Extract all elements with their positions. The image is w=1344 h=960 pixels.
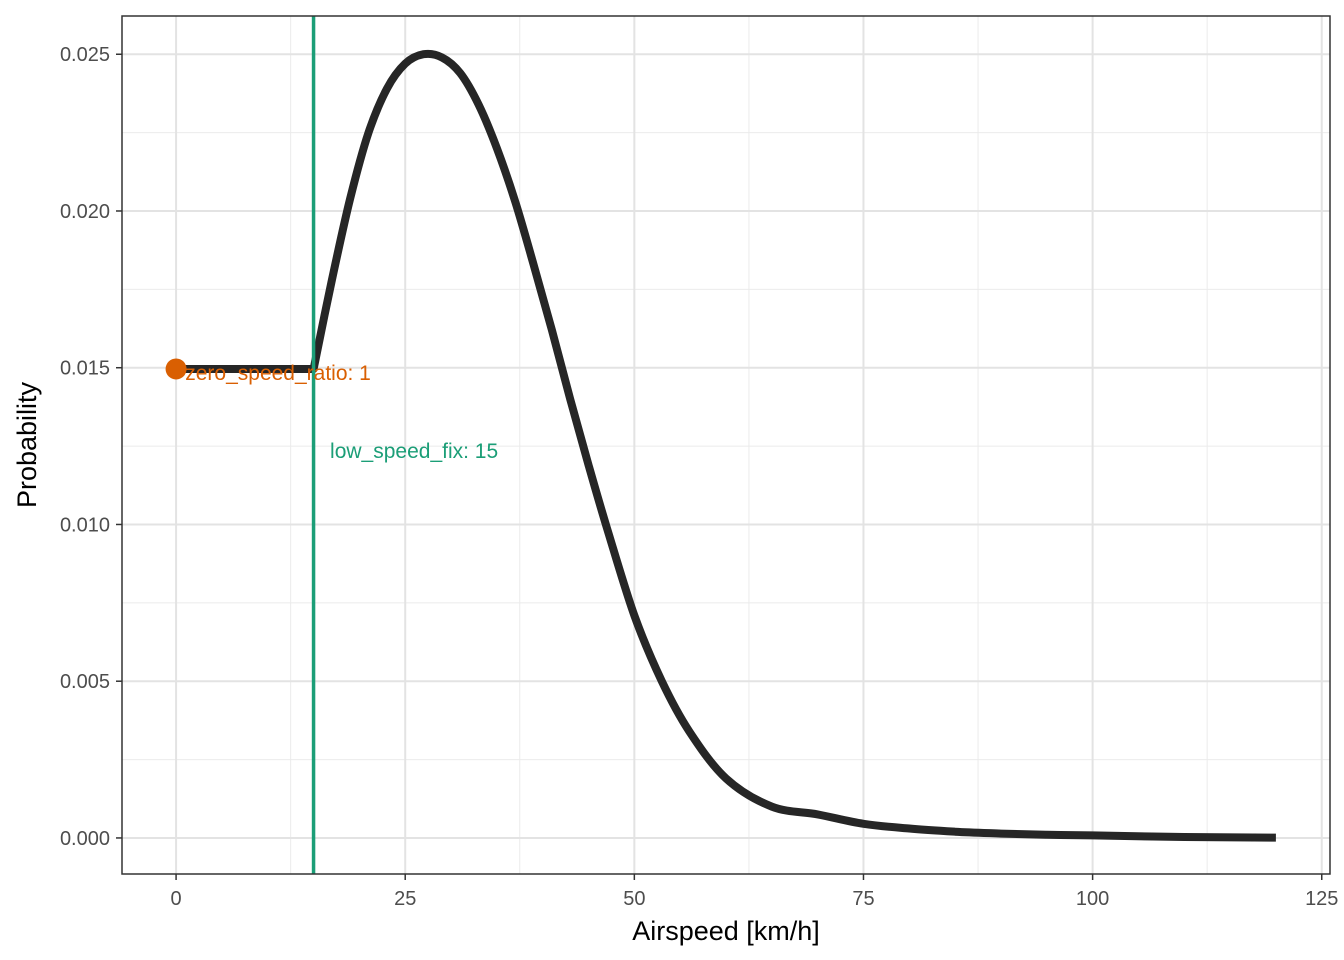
marks: zero_speed_ratio: 1 low_speed_fix: 15 <box>165 16 1276 874</box>
plot-background <box>122 16 1330 874</box>
y-tick-label: 0.005 <box>60 671 110 693</box>
x-tick-label: 100 <box>1076 888 1109 910</box>
y-tick-label: 0.010 <box>60 514 110 536</box>
zero-speed-point <box>165 358 187 380</box>
plot-border <box>121 15 1331 875</box>
low-speed-fix-label: low_speed_fix: 15 <box>330 440 498 463</box>
zero-speed-ratio-label: zero_speed_ratio: 1 <box>185 362 371 385</box>
density-line <box>176 49 1276 842</box>
y-tick-label: 0.020 <box>60 201 110 223</box>
y-tick-label: 0.015 <box>60 358 110 380</box>
x-tick-label: 0 <box>171 888 182 910</box>
y-axis-title: Probability <box>12 381 42 508</box>
ticks: 0 25 50 75 100 125 0.000 0.005 0.010 0.015 0.020 0.… <box>60 44 1339 910</box>
y-tick-label: 0.000 <box>60 828 110 850</box>
y-tick-label: 0.025 <box>60 44 110 66</box>
x-tick-label: 75 <box>852 888 874 910</box>
x-tick-label: 125 <box>1305 888 1338 910</box>
x-tick-label: 25 <box>394 888 416 910</box>
x-axis-title: Airspeed [km/h] <box>632 916 820 946</box>
grid-major <box>122 16 1330 874</box>
grid-minor <box>122 16 1330 874</box>
x-tick-label: 50 <box>623 888 645 910</box>
